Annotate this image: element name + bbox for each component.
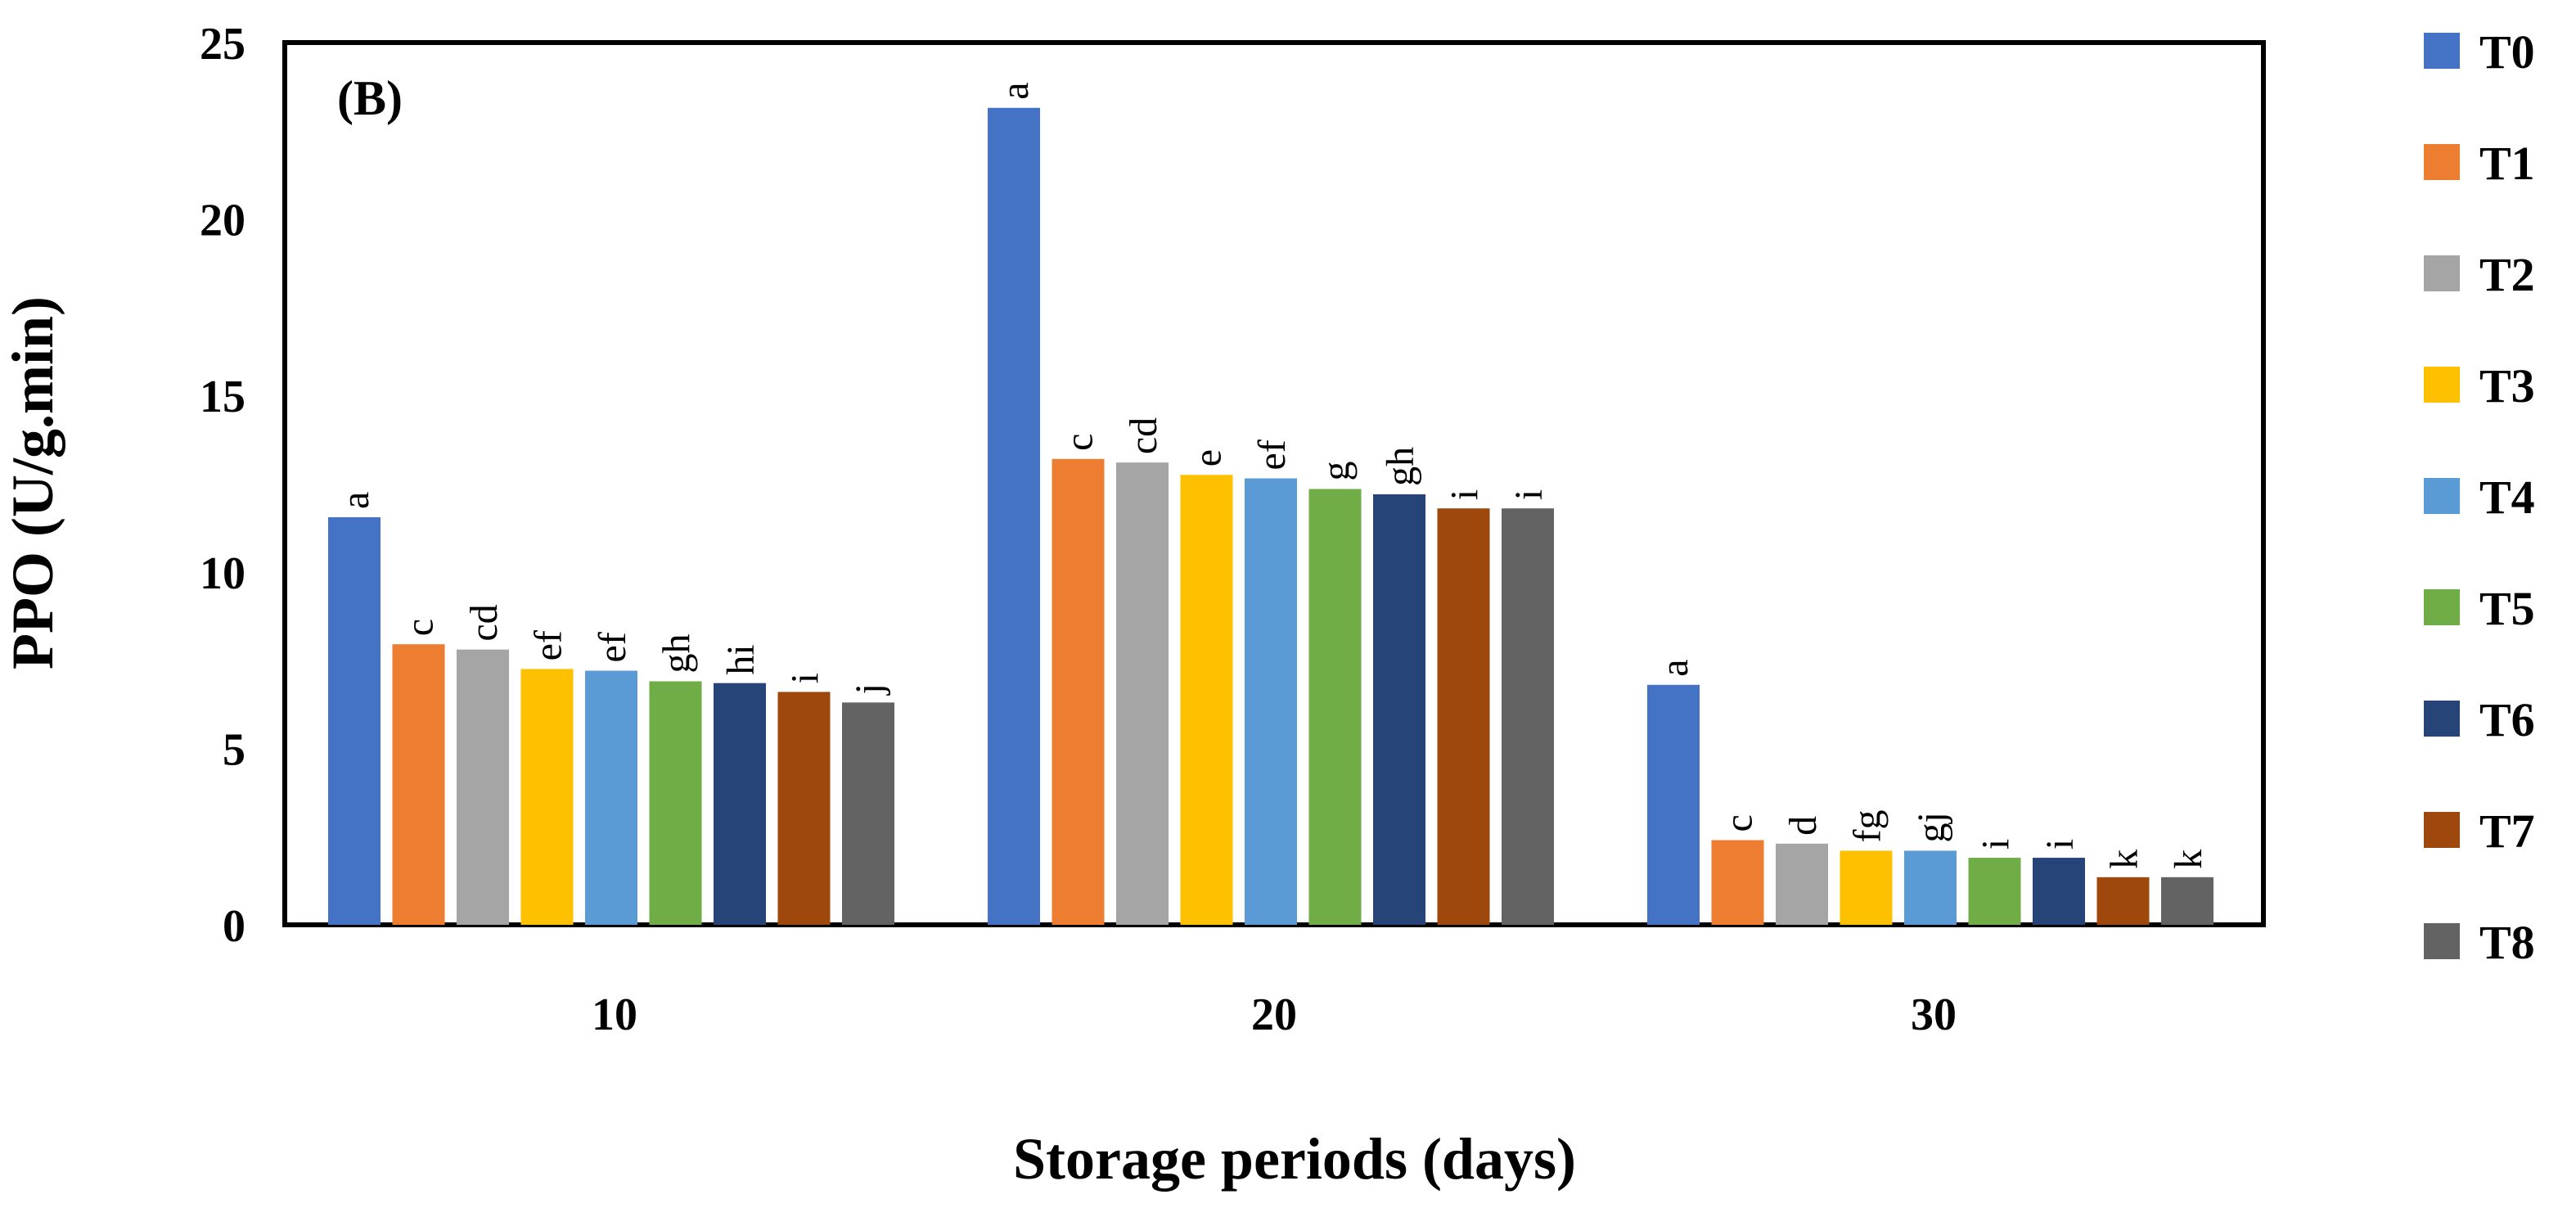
y-axis-ticks: 0 5 10 15 20 25 xyxy=(200,19,245,952)
bar-t8-day-10 xyxy=(842,702,894,925)
legend-swatch-t5 xyxy=(2424,589,2460,625)
significance-label: a xyxy=(993,82,1037,99)
legend-swatch-t3 xyxy=(2424,367,2460,403)
y-tick-label: 5 xyxy=(223,724,245,775)
significance-label: c xyxy=(1717,814,1760,832)
x-axis-title: Storage periods (days) xyxy=(1013,1126,1576,1192)
legend-label-t0: T0 xyxy=(2479,25,2535,79)
bar-t5-day-20 xyxy=(1308,489,1362,925)
significance-label: i xyxy=(2038,839,2082,850)
bar-t0-day-20 xyxy=(988,107,1040,926)
legend: T0 T1 T2 T3 T4 T5 T6 T7 T8 xyxy=(2424,25,2535,969)
bar-t0-day-30 xyxy=(1647,684,1700,925)
bar-t5-day-30 xyxy=(1968,858,2021,925)
legend-label-t4: T4 xyxy=(2479,471,2535,524)
panel-label: (B) xyxy=(337,71,403,125)
significance-label: cd xyxy=(462,604,506,641)
legend-label-t8: T8 xyxy=(2479,916,2535,969)
bar-t2-day-10 xyxy=(457,649,509,925)
legend-swatch-t4 xyxy=(2424,478,2460,514)
bar-t2-day-30 xyxy=(1776,843,1828,925)
significance-label: c xyxy=(398,619,441,636)
legend-swatch-t0 xyxy=(2424,33,2460,69)
significance-label: i xyxy=(1974,839,2017,850)
significance-label: ef xyxy=(591,632,634,662)
bar-t7-day-30 xyxy=(2096,877,2150,925)
bar-t4-day-20 xyxy=(1245,478,1297,925)
y-axis-title: PPO (U/g.min) xyxy=(0,296,65,669)
significance-label: a xyxy=(1653,659,1696,676)
significance-label: gh xyxy=(1379,447,1422,486)
bar-t6-day-30 xyxy=(2033,858,2085,925)
significance-label: j xyxy=(848,683,891,696)
bar-t3-day-10 xyxy=(520,669,574,925)
legend-label-t6: T6 xyxy=(2479,693,2535,746)
y-tick-label: 20 xyxy=(200,196,245,246)
bar-t2-day-20 xyxy=(1116,462,1169,925)
x-tick-label: 30 xyxy=(1911,989,1957,1040)
significance-label: g xyxy=(1314,461,1358,480)
bar-t1-day-10 xyxy=(392,644,445,925)
y-tick-label: 0 xyxy=(223,901,245,952)
bar-t4-day-10 xyxy=(585,670,637,925)
legend-swatch-t7 xyxy=(2424,812,2460,848)
legend-label-t3: T3 xyxy=(2479,359,2535,412)
significance-label: k xyxy=(2167,850,2210,869)
significance-label: c xyxy=(1057,434,1101,451)
significance-label: gj xyxy=(1910,812,1953,842)
y-tick-label: 15 xyxy=(200,372,245,422)
significance-label: k xyxy=(2102,850,2146,869)
bar-t3-day-30 xyxy=(1840,850,1893,925)
bar-t7-day-20 xyxy=(1437,508,1490,925)
bar-t0-day-10 xyxy=(328,516,381,925)
y-tick-label: 25 xyxy=(200,19,245,70)
y-tick-label: 10 xyxy=(200,548,245,599)
bar-t1-day-20 xyxy=(1052,458,1105,925)
significance-label: i xyxy=(1507,489,1551,500)
bar-t7-day-10 xyxy=(777,692,831,925)
significance-label: ef xyxy=(1250,439,1294,470)
significance-label: e xyxy=(1186,449,1229,467)
bar-t4-day-30 xyxy=(1904,850,1957,925)
x-tick-label: 20 xyxy=(1251,989,1297,1040)
significance-label: cd xyxy=(1122,417,1165,454)
bar-t8-day-30 xyxy=(2161,877,2213,925)
bar-t8-day-20 xyxy=(1502,508,1554,925)
legend-label-t2: T2 xyxy=(2479,248,2535,301)
significance-label: i xyxy=(1443,489,1486,500)
bar-t5-day-10 xyxy=(649,681,702,925)
significance-label: d xyxy=(1781,816,1825,836)
x-tick-label: 10 xyxy=(592,989,637,1040)
bar-t1-day-30 xyxy=(1711,840,1764,925)
legend-label-t7: T7 xyxy=(2479,805,2535,858)
significance-label: a xyxy=(334,492,377,509)
legend-swatch-t6 xyxy=(2424,701,2460,737)
legend-label-t5: T5 xyxy=(2479,582,2535,635)
bar-t6-day-20 xyxy=(1373,494,1425,925)
significance-label: hi xyxy=(719,644,763,674)
significance-label: i xyxy=(783,673,826,683)
bar-t3-day-20 xyxy=(1180,475,1233,925)
x-axis-ticks: 10 20 30 xyxy=(592,989,1957,1040)
significance-label: fg xyxy=(1845,809,1889,842)
significance-label: gh xyxy=(655,633,698,673)
bar-t6-day-10 xyxy=(714,683,766,925)
legend-swatch-t8 xyxy=(2424,923,2460,959)
legend-swatch-t1 xyxy=(2424,144,2460,180)
legend-swatch-t2 xyxy=(2424,255,2460,291)
legend-label-t1: T1 xyxy=(2479,137,2535,190)
significance-label: ef xyxy=(526,630,570,660)
